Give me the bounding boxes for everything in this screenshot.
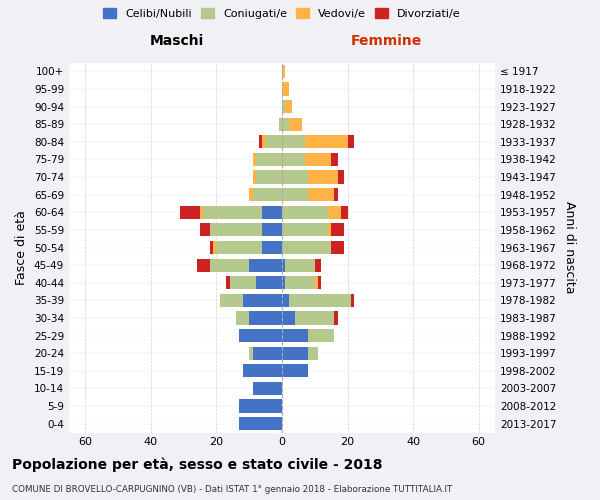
Bar	[285, 258, 315, 272]
Bar	[295, 312, 334, 324]
Bar	[315, 258, 322, 272]
Text: COMUNE DI BROVELLO-CARPUGNINO (VB) - Dati ISTAT 1° gennaio 2018 - Elaborazione T: COMUNE DI BROVELLO-CARPUGNINO (VB) - Dat…	[12, 485, 452, 494]
Bar	[262, 241, 282, 254]
Bar	[308, 188, 334, 201]
Bar	[331, 241, 344, 254]
Bar	[282, 276, 285, 289]
Bar	[200, 206, 203, 219]
Bar	[239, 417, 282, 430]
Bar	[308, 346, 318, 360]
Bar	[285, 276, 315, 289]
Bar	[282, 312, 295, 324]
Bar	[282, 224, 328, 236]
Bar	[253, 188, 282, 201]
Bar	[282, 170, 308, 183]
Bar	[210, 224, 262, 236]
Bar	[338, 170, 344, 183]
Bar	[328, 206, 341, 219]
Bar	[213, 241, 217, 254]
Bar	[256, 153, 282, 166]
Bar	[289, 118, 302, 131]
Bar	[308, 170, 338, 183]
Bar	[282, 364, 308, 378]
Bar	[262, 224, 282, 236]
Bar	[282, 100, 285, 113]
Bar	[262, 135, 266, 148]
Bar	[210, 258, 249, 272]
Bar	[282, 64, 285, 78]
Bar	[259, 135, 262, 148]
Bar	[282, 294, 289, 307]
Bar	[331, 224, 344, 236]
Bar	[282, 206, 328, 219]
Bar	[351, 294, 354, 307]
Bar	[331, 153, 338, 166]
Bar	[249, 258, 282, 272]
Bar	[239, 329, 282, 342]
Bar	[242, 364, 282, 378]
Bar	[203, 206, 262, 219]
Bar	[282, 258, 285, 272]
Bar	[334, 188, 338, 201]
Bar	[308, 329, 334, 342]
Bar	[341, 206, 347, 219]
Text: Maschi: Maschi	[150, 34, 204, 48]
Bar	[282, 118, 289, 131]
Text: Femmine: Femmine	[351, 34, 422, 48]
Bar	[315, 276, 318, 289]
Bar	[256, 170, 282, 183]
Bar	[236, 312, 249, 324]
Bar	[282, 241, 331, 254]
Bar	[230, 276, 256, 289]
Bar	[282, 153, 305, 166]
Bar	[305, 153, 331, 166]
Bar	[253, 346, 282, 360]
Legend: Celibi/Nubili, Coniugati/e, Vedovi/e, Divorziati/e: Celibi/Nubili, Coniugati/e, Vedovi/e, Di…	[99, 4, 465, 23]
Bar	[285, 100, 292, 113]
Bar	[226, 276, 230, 289]
Bar	[256, 276, 282, 289]
Bar	[210, 241, 213, 254]
Bar	[282, 188, 308, 201]
Bar	[347, 135, 354, 148]
Bar	[253, 170, 256, 183]
Bar	[282, 346, 308, 360]
Bar	[262, 206, 282, 219]
Bar	[197, 258, 210, 272]
Text: Popolazione per età, sesso e stato civile - 2018: Popolazione per età, sesso e stato civil…	[12, 458, 383, 472]
Bar	[249, 188, 253, 201]
Bar	[181, 206, 200, 219]
Bar	[305, 135, 347, 148]
Bar	[253, 382, 282, 395]
Bar	[282, 82, 289, 96]
Bar	[253, 153, 256, 166]
Bar	[217, 241, 262, 254]
Y-axis label: Fasce di età: Fasce di età	[16, 210, 28, 285]
Bar	[242, 294, 282, 307]
Bar	[334, 312, 338, 324]
Bar	[328, 224, 331, 236]
Bar	[289, 294, 351, 307]
Bar	[266, 135, 282, 148]
Bar	[239, 400, 282, 412]
Bar	[318, 276, 322, 289]
Bar	[282, 329, 308, 342]
Bar	[249, 346, 253, 360]
Y-axis label: Anni di nascita: Anni di nascita	[563, 201, 576, 294]
Bar	[249, 312, 282, 324]
Bar	[282, 135, 305, 148]
Bar	[279, 118, 282, 131]
Bar	[200, 224, 210, 236]
Bar	[220, 294, 242, 307]
